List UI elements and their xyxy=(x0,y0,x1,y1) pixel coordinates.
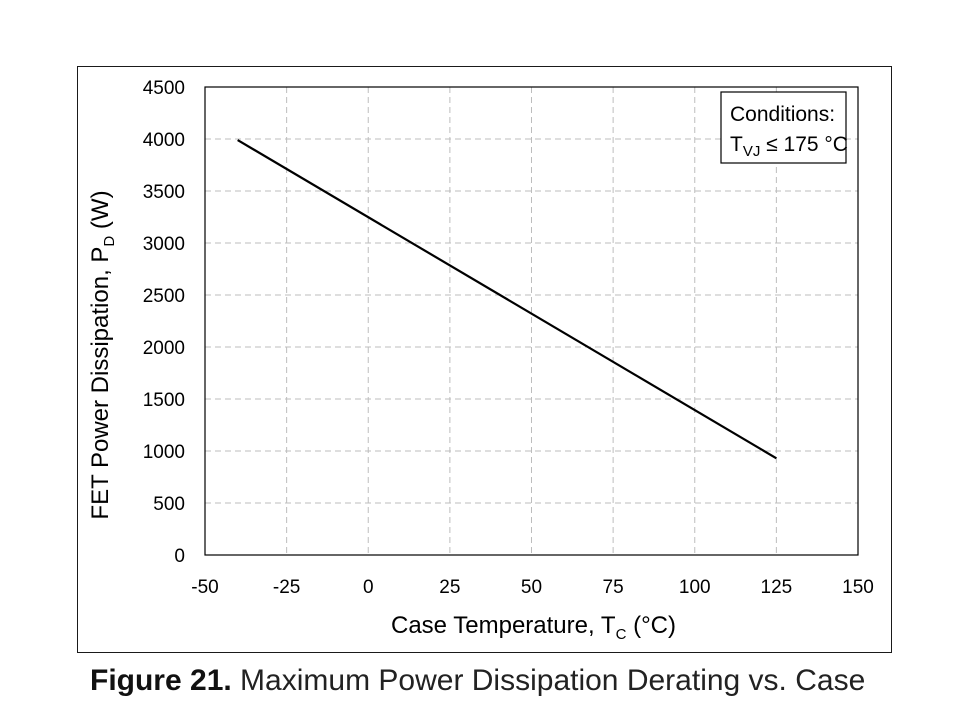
x-tick-labels: -50 -25 0 25 50 75 100 125 150 xyxy=(191,577,874,598)
x-tick-label: 0 xyxy=(363,577,374,598)
x-tick-label: 100 xyxy=(679,577,711,598)
y-tick-label: 3000 xyxy=(143,234,185,255)
x-tick-label: 75 xyxy=(603,577,624,598)
x-tick-label: -50 xyxy=(191,577,218,598)
x-tick-label: -25 xyxy=(273,577,300,598)
y-axis-title: FET Power Dissipation, PD (W) xyxy=(87,190,118,519)
conditions-box: Conditions: TVJ ≤ 175 °C xyxy=(720,91,848,164)
x-tick-label: 25 xyxy=(439,577,460,598)
x-tick-label: 150 xyxy=(842,577,874,598)
y-tick-labels: 0 500 1000 1500 2000 2500 3000 3500 4000 4500 xyxy=(143,78,185,567)
figure-caption: Figure 21. Maximum Power Dissipation Der… xyxy=(90,664,865,698)
derating-chart: -50 -25 0 25 50 75 100 125 150 0 500 1000 1500 2000 2… xyxy=(87,78,874,643)
x-axis-title: Case Temperature, TC (°C) xyxy=(391,612,676,643)
y-tick-label: 500 xyxy=(153,494,185,515)
chart-frame: -50 -25 0 25 50 75 100 125 150 0 500 1000 1500 2000 2… xyxy=(77,66,892,653)
x-tick-label: 125 xyxy=(761,577,793,598)
conditions-title: Conditions: xyxy=(730,103,835,126)
conditions-value: TVJ ≤ 175 °C xyxy=(730,133,848,160)
plot-area xyxy=(204,86,859,556)
y-tick-label: 0 xyxy=(174,546,185,567)
figure-caption-text: Maximum Power Dissipation Derating vs. C… xyxy=(231,664,866,697)
y-tick-label: 1000 xyxy=(143,442,185,463)
grid xyxy=(205,87,858,555)
y-tick-label: 4000 xyxy=(143,130,185,151)
figure-label: Figure 21. xyxy=(90,664,232,697)
x-tick-label: 50 xyxy=(521,577,542,598)
y-tick-label: 2000 xyxy=(143,338,185,359)
y-tick-label: 4500 xyxy=(143,78,185,99)
y-tick-label: 1500 xyxy=(143,390,185,411)
derating-line xyxy=(237,139,777,460)
series-layer xyxy=(237,139,777,460)
y-tick-label: 2500 xyxy=(143,286,185,307)
y-tick-label: 3500 xyxy=(143,182,185,203)
